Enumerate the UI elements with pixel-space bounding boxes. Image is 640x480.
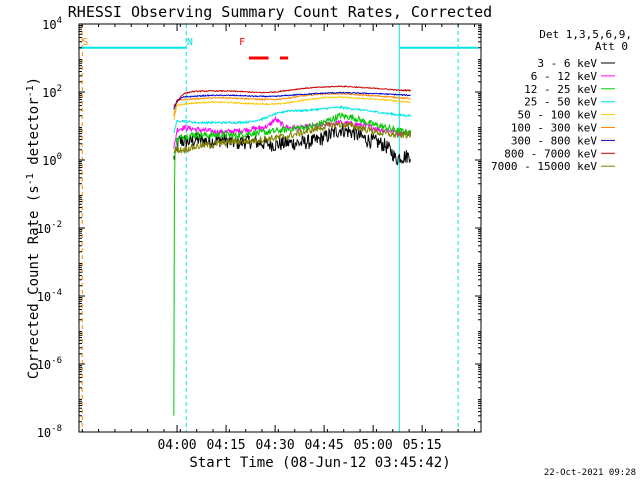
x-tick-label: 05:00 xyxy=(354,438,393,453)
tick-layer: 10-8 10-6 10-4 10-2 100 102 104 04:00 04:15 04:30… xyxy=(37,16,481,453)
y-tick-label: 10-8 xyxy=(37,424,62,440)
y-tick-label: 100 xyxy=(42,152,62,168)
y-axis-label-pre: Corrected Count Rate (s xyxy=(26,185,42,379)
y-tick-label: 10-2 xyxy=(37,220,62,236)
legend-label-7: 800 - 7000 keV xyxy=(504,147,597,160)
legend-label-2: 12 - 25 keV xyxy=(524,83,597,96)
y-axis-label-mid: detector xyxy=(26,97,42,173)
legend-label-8: 7000 - 15000 keV xyxy=(491,160,597,173)
x-tick-label: 04:00 xyxy=(157,438,196,453)
legend-label-1: 6 - 12 keV xyxy=(531,70,598,83)
y-tick-label: 10-6 xyxy=(37,356,62,372)
x-tick-label: 05:15 xyxy=(403,438,442,453)
timestamp: 22-Oct-2021 09:28 xyxy=(544,468,636,478)
x-axis-label: Start Time (08-Jun-12 03:45:42) xyxy=(189,455,450,471)
chart-title: RHESSI Observing Summary Count Rates, Co… xyxy=(68,3,492,21)
legend-label-6: 300 - 800 keV xyxy=(511,134,597,147)
series-line-3 xyxy=(173,105,412,134)
flag-label-f: F xyxy=(239,37,245,48)
series-line-6 xyxy=(173,91,411,110)
y-tick-label: 102 xyxy=(42,84,62,100)
y-tick-label: 104 xyxy=(42,16,62,32)
legend-label-5: 100 - 300 keV xyxy=(511,122,597,135)
y-axis-label-sup1: -1 xyxy=(25,173,36,185)
legend-label-4: 50 - 100 keV xyxy=(518,109,598,122)
x-tick-label: 04:45 xyxy=(305,438,344,453)
series-line-4 xyxy=(173,96,411,120)
legend-label-0: 3 - 6 keV xyxy=(537,57,597,70)
flag-label-s: S xyxy=(82,37,88,48)
legend-label-3: 25 - 50 keV xyxy=(524,96,597,109)
flag-label-n: N xyxy=(187,37,193,48)
x-tick-label: 04:15 xyxy=(207,438,246,453)
y-axis-label-sup2: -1 xyxy=(25,85,36,97)
series-line-5 xyxy=(173,92,411,117)
series-line-2 xyxy=(173,111,412,416)
series-line-7 xyxy=(173,85,412,107)
x-tick-label: 04:30 xyxy=(256,438,295,453)
legend-header-line1: Det 1,3,5,6,9, xyxy=(539,28,632,41)
y-tick-label: 10-4 xyxy=(37,288,62,304)
y-axis-label-post: ) xyxy=(26,77,42,85)
legend-header-line2: Att 0 xyxy=(595,40,628,53)
series-line-8 xyxy=(173,120,412,155)
y-axis-label: Corrected Count Rate (s-1 detector-1) xyxy=(25,77,42,379)
series-layer xyxy=(173,85,412,416)
